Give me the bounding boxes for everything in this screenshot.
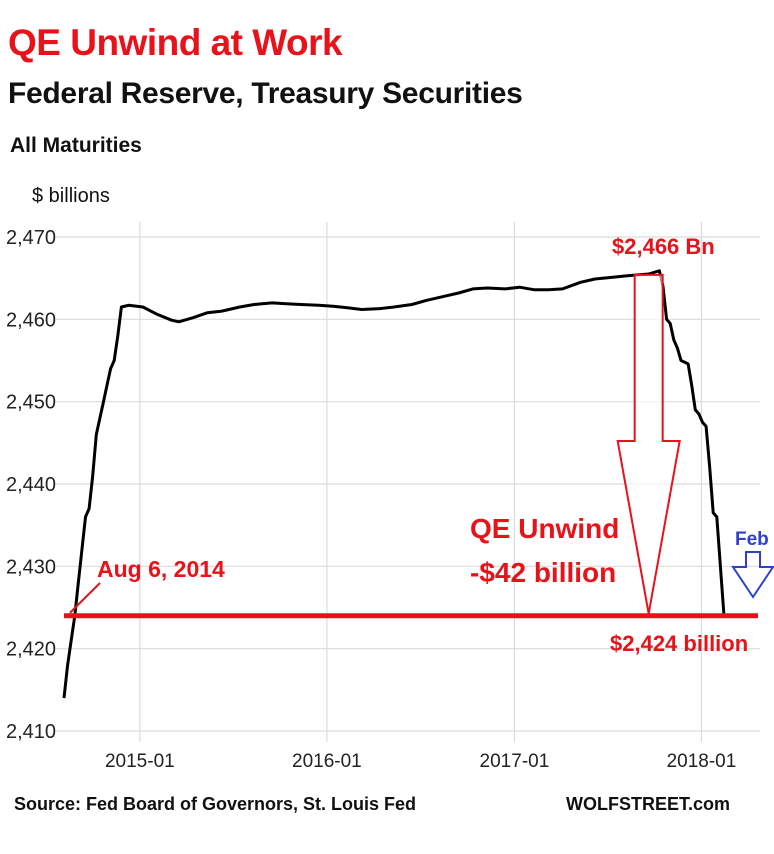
x-tick-label: 2017-01 bbox=[480, 751, 550, 772]
feb-arrow bbox=[731, 551, 774, 599]
peak-value-label: $2,466 Bn bbox=[612, 234, 715, 259]
y-axis-unit-label: $ billions bbox=[32, 185, 110, 207]
qe-unwind-label: QE Unwind bbox=[470, 513, 619, 544]
x-tick-label: 2015-01 bbox=[105, 751, 175, 772]
y-tick-label: 2,440 bbox=[6, 474, 56, 496]
start-date-label: Aug 6, 2014 bbox=[97, 556, 225, 582]
y-tick-label: 2,410 bbox=[6, 721, 56, 743]
y-tick-label: 2,470 bbox=[6, 227, 56, 249]
x-tick-label: 2016-01 bbox=[292, 751, 362, 772]
start-label-pointer bbox=[69, 582, 101, 614]
source-note: Source: Fed Board of Governors, St. Loui… bbox=[14, 794, 417, 814]
y-tick-label: 2,450 bbox=[6, 392, 56, 414]
chart-title: QE Unwind at Work bbox=[8, 22, 343, 63]
y-tick-label: 2,430 bbox=[6, 556, 56, 578]
feb-label: Feb bbox=[735, 529, 769, 550]
end-value-label: $2,424 billion bbox=[610, 631, 748, 656]
brand-label: WOLFSTREET.com bbox=[565, 794, 730, 814]
qe-unwind-amount-label: -$42 billion bbox=[470, 557, 616, 588]
chart-subtitle-maturities: All Maturities bbox=[10, 134, 142, 157]
x-tick-label: 2018-01 bbox=[667, 751, 737, 772]
chart-subtitle: Federal Reserve, Treasury Securities bbox=[8, 77, 523, 110]
y-tick-label: 2,420 bbox=[6, 639, 56, 661]
y-tick-label: 2,460 bbox=[6, 309, 56, 331]
series-line bbox=[62, 269, 726, 699]
qe-unwind-arrow bbox=[616, 273, 681, 614]
